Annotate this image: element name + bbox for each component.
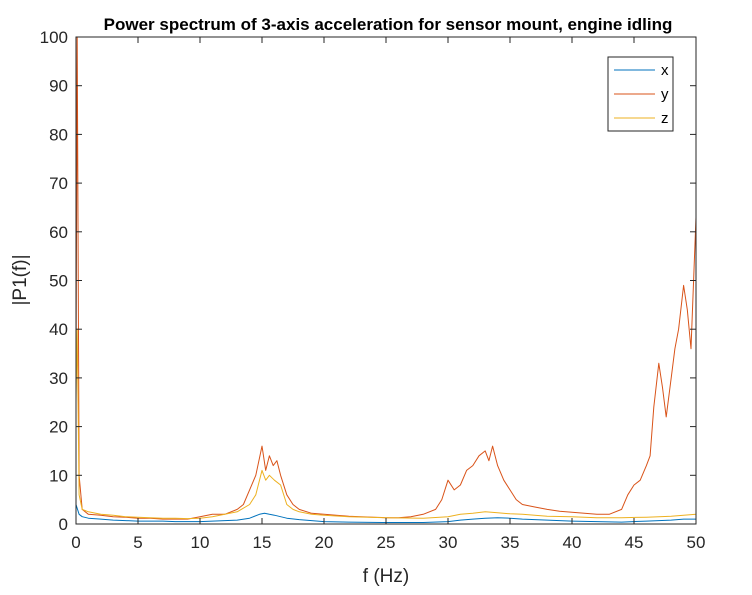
x-tick-label: 50 xyxy=(687,533,706,552)
series-y xyxy=(75,36,697,520)
legend-label-y: y xyxy=(661,86,669,103)
legend-label-x: x xyxy=(661,62,669,79)
y-tick-label: 0 xyxy=(59,515,68,534)
y-tick-label: 90 xyxy=(49,77,68,96)
series-layer xyxy=(75,36,697,523)
legend-label-z: z xyxy=(661,110,669,127)
chart-title: Power spectrum of 3-axis acceleration fo… xyxy=(104,15,673,34)
y-tick-label: 10 xyxy=(49,466,68,485)
x-tick-label: 40 xyxy=(563,533,582,552)
y-tick-label: 60 xyxy=(49,223,68,242)
tick-layer: 0 5 10 15 20 25 30 35 40 45 50 0 10 20 30 40 50 60 70 80 90 1… xyxy=(40,28,706,552)
plot-area: 0 5 10 15 20 25 30 35 40 45 50 0 10 20 30 40 50 60 70 80 90 1… xyxy=(40,28,706,552)
y-tick-label: 50 xyxy=(49,272,68,291)
x-axis-label: f (Hz) xyxy=(363,566,409,587)
y-tick-label: 80 xyxy=(49,125,68,144)
y-tick-label: 70 xyxy=(49,174,68,193)
x-tick-label: 10 xyxy=(191,533,210,552)
series-x xyxy=(75,504,696,523)
x-tick-label: 15 xyxy=(253,533,272,552)
series-line-x xyxy=(75,504,696,523)
y-tick-label: 100 xyxy=(40,28,68,47)
plot-background xyxy=(76,37,696,524)
series-line-y xyxy=(75,36,697,520)
x-tick-label: 5 xyxy=(133,533,142,552)
y-tick-label: 30 xyxy=(49,369,68,388)
x-tick-label: 0 xyxy=(71,533,80,552)
y-axis-label: |P1(f)| xyxy=(10,254,31,305)
x-tick-label: 20 xyxy=(315,533,334,552)
x-tick-label: 35 xyxy=(501,533,520,552)
x-tick-label: 25 xyxy=(377,533,396,552)
y-tick-label: 20 xyxy=(49,418,68,437)
legend: x y z xyxy=(607,56,674,132)
y-tick-label: 40 xyxy=(49,320,68,339)
series-line-z xyxy=(75,328,697,520)
x-tick-label: 45 xyxy=(625,533,644,552)
series-z xyxy=(75,328,697,520)
x-tick-label: 30 xyxy=(439,533,458,552)
